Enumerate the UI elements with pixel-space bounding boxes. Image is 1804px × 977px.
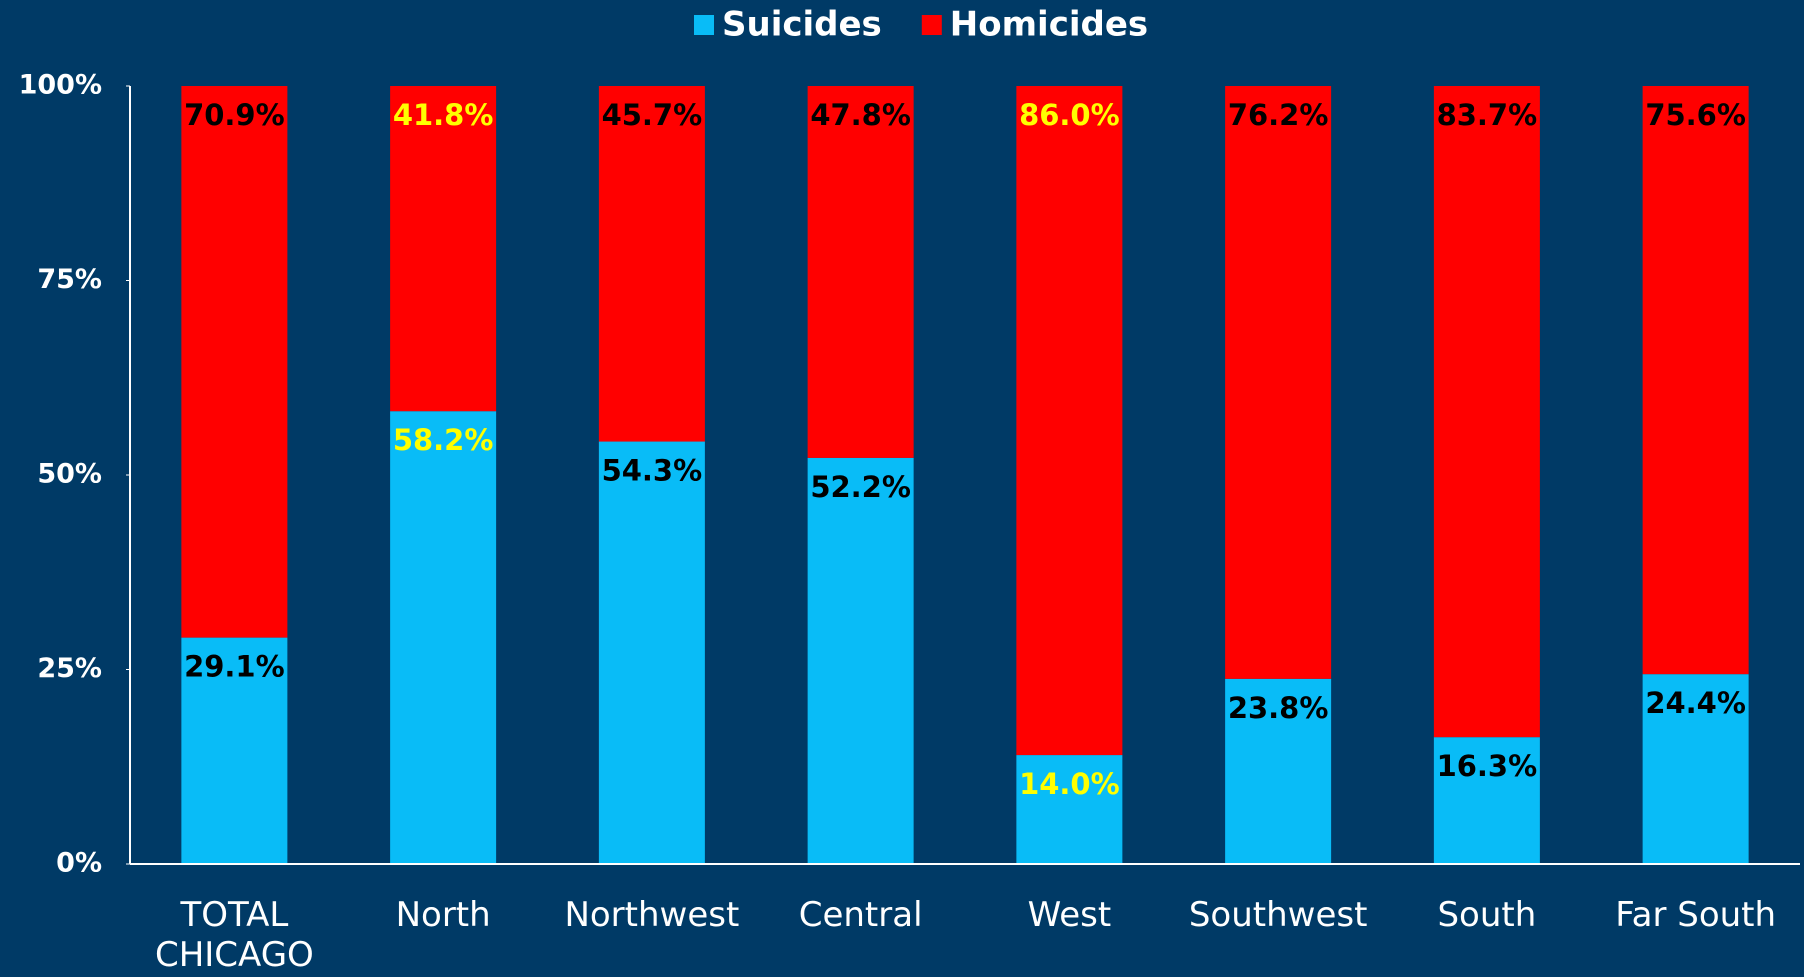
bar-segment [181,86,288,638]
bar-segment [181,637,288,864]
bar-segment [1016,86,1123,756]
y-tick-label: 50% [37,459,102,490]
value-label: 75.6% [1645,98,1746,132]
x-tick-label: Central [799,895,923,935]
legend-label: Homicides [950,5,1148,45]
bar-segment [1225,678,1332,864]
bar-segment [1225,86,1332,679]
legend-label: Suicides [722,5,882,45]
value-label: 23.8% [1228,691,1329,725]
value-label: 45.7% [602,98,703,132]
value-label: 58.2% [393,423,494,457]
y-tick-label: 25% [37,653,102,684]
bar-segment [807,457,914,864]
bar-segment [807,86,914,458]
bar-segment [390,86,497,412]
y-tick-label: 0% [56,848,102,879]
value-label: 86.0% [1019,98,1120,132]
y-tick-label: 100% [19,70,102,101]
value-label: 24.4% [1645,686,1746,720]
value-label: 29.1% [184,650,285,684]
value-label: 52.2% [810,470,911,504]
legend-swatch [694,15,714,35]
x-tick-label: South [1437,895,1536,935]
value-label: 76.2% [1228,98,1329,132]
x-tick-label: Southwest [1189,895,1368,935]
x-tick-label: Northwest [564,895,739,935]
value-label: 54.3% [602,454,703,488]
bar-segment [1433,737,1540,864]
value-label: 16.3% [1437,749,1538,783]
x-tick-label: TOTAL CHICAGO [155,895,314,975]
legend-swatch [921,15,942,35]
value-label: 83.7% [1437,98,1538,132]
bar-segment [598,86,705,442]
bar-segment [1642,86,1749,675]
x-tick-label: West [1028,895,1112,935]
bar-segment [390,411,497,864]
y-tick-label: 75% [37,264,102,295]
bar-segment [1433,86,1540,738]
value-label: 70.9% [184,98,285,132]
x-tick-label: Far South [1615,895,1776,935]
value-label: 47.8% [810,98,911,132]
value-label: 41.8% [393,98,494,132]
bar-segment [598,441,705,864]
value-label: 14.0% [1019,767,1120,801]
bar-segment [1642,674,1749,864]
bar-segment [1016,755,1123,864]
x-tick-label: North [396,895,491,935]
